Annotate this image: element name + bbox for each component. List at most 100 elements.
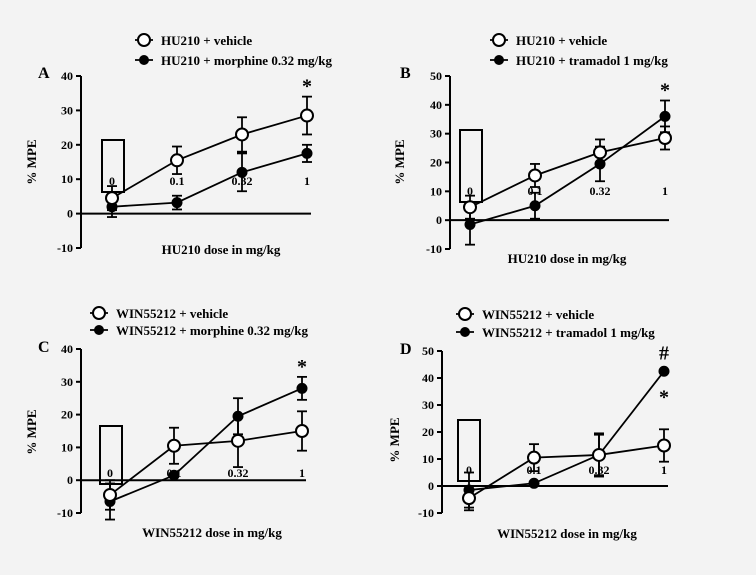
- data-point-filled: [236, 166, 248, 178]
- annotation-star: *: [660, 80, 670, 102]
- x-tick-label: 1: [299, 466, 305, 480]
- x-tick-label: 0: [467, 184, 473, 198]
- legend-entry: WIN55212 + vehicle: [482, 307, 594, 322]
- y-tick-label: 0: [436, 213, 442, 227]
- y-tick-label: 10: [61, 172, 73, 186]
- x-axis-label: WIN55212 dose in mg/kg: [497, 526, 637, 541]
- legend-marker-open: [492, 33, 506, 47]
- legend-entry: WIN55212 + morphine 0.32 mg/kg: [116, 323, 308, 338]
- y-tick-label: 10: [430, 184, 442, 198]
- legend-marker-filled: [94, 325, 104, 335]
- data-point-open: [235, 127, 249, 142]
- panel-label: B: [400, 65, 411, 82]
- y-tick-label: 20: [430, 156, 442, 170]
- y-tick-label: 40: [61, 342, 73, 356]
- x-tick-label: 1: [304, 174, 310, 188]
- x-tick-label: 0.32: [228, 466, 249, 480]
- x-tick-label: 0: [466, 463, 472, 477]
- y-axis-label: % MPE: [387, 417, 402, 462]
- data-point-open: [657, 438, 671, 453]
- y-tick-label: 40: [430, 98, 442, 112]
- data-point-open: [528, 168, 542, 183]
- y-tick-label: -10: [426, 242, 442, 256]
- y-tick-label: 0: [428, 479, 434, 493]
- series-line: [468, 444, 665, 499]
- y-tick-label: -10: [418, 506, 434, 520]
- legend-marker-filled: [460, 327, 470, 337]
- y-tick-label: 20: [61, 408, 73, 422]
- y-tick-label: 30: [61, 103, 73, 117]
- x-axis-label: HU210 dose in mg/kg: [162, 242, 281, 257]
- panel-label: C: [38, 339, 50, 356]
- annotation-hash: #: [659, 342, 669, 364]
- series-line: [109, 430, 303, 496]
- y-tick-label: 40: [61, 69, 73, 83]
- panel-label: A: [38, 65, 50, 82]
- x-tick-label: 1: [662, 184, 668, 198]
- data-point-open: [231, 433, 245, 448]
- panel-a: -10 0 10 20 30 40 % MPE HU210 dose in mg/kg A 0 0.…: [24, 33, 332, 257]
- data-point-open: [527, 450, 541, 465]
- x-tick-label: 0: [109, 174, 115, 188]
- legend-entry: HU210 + vehicle: [161, 33, 252, 48]
- y-tick-label: -10: [57, 506, 73, 520]
- legend-marker-open: [458, 307, 472, 321]
- x-tick-label: 0.32: [590, 184, 611, 198]
- data-point-filled: [659, 110, 671, 122]
- series-line: [468, 370, 665, 491]
- legend-entry: WIN55212 + tramadol 1 mg/kg: [482, 325, 655, 340]
- data-point-open: [593, 145, 607, 160]
- y-axis-label: % MPE: [24, 139, 39, 184]
- y-tick-label: 0: [67, 473, 73, 487]
- x-axis-label: WIN55212 dose in mg/kg: [142, 525, 282, 540]
- data-point-open: [592, 447, 606, 462]
- data-point-open: [658, 130, 672, 145]
- annotation-star: *: [297, 356, 307, 378]
- x-tick-label: 0: [107, 466, 113, 480]
- y-tick-label: 30: [430, 127, 442, 141]
- y-tick-label: 30: [61, 375, 73, 389]
- legend-entry: HU210 + tramadol 1 mg/kg: [516, 53, 668, 68]
- series-line: [111, 152, 308, 208]
- legend-entry: WIN55212 + vehicle: [116, 306, 228, 321]
- y-tick-label: 10: [61, 440, 73, 454]
- y-axis-label: % MPE: [392, 139, 407, 184]
- y-tick-label: 50: [422, 344, 434, 358]
- legend-marker-open: [137, 33, 151, 47]
- data-point-open: [300, 108, 314, 123]
- data-point-open: [462, 491, 476, 506]
- data-point-filled: [168, 469, 180, 481]
- data-point-filled: [528, 477, 540, 489]
- annotation-star: *: [302, 76, 312, 98]
- data-point-open: [167, 438, 181, 453]
- legend-entry: HU210 + morphine 0.32 mg/kg: [161, 53, 332, 68]
- annotation-star: *: [659, 386, 669, 408]
- legend-marker-open: [92, 306, 106, 320]
- y-tick-label: -10: [57, 241, 73, 255]
- y-tick-label: 10: [422, 452, 434, 466]
- y-tick-label: 50: [430, 69, 442, 83]
- y-tick-label: 0: [67, 207, 73, 221]
- data-point-filled: [171, 197, 183, 209]
- legend-marker-filled: [139, 55, 149, 65]
- data-point-open: [170, 153, 184, 168]
- y-tick-label: 40: [422, 371, 434, 385]
- panel-label: D: [400, 341, 412, 358]
- data-point-filled: [301, 147, 313, 159]
- y-tick-label: 30: [422, 398, 434, 412]
- x-tick-label: 1: [661, 463, 667, 477]
- data-point-filled: [296, 382, 308, 394]
- data-point-open: [463, 200, 477, 215]
- series-line: [469, 137, 666, 209]
- legend-entry: HU210 + vehicle: [516, 33, 607, 48]
- data-point-open: [105, 191, 119, 206]
- x-tick-label: 0.1: [170, 174, 185, 188]
- data-point-open: [295, 424, 309, 438]
- data-point-filled: [464, 218, 476, 230]
- data-point-filled: [658, 365, 670, 377]
- y-tick-label: 20: [61, 138, 73, 152]
